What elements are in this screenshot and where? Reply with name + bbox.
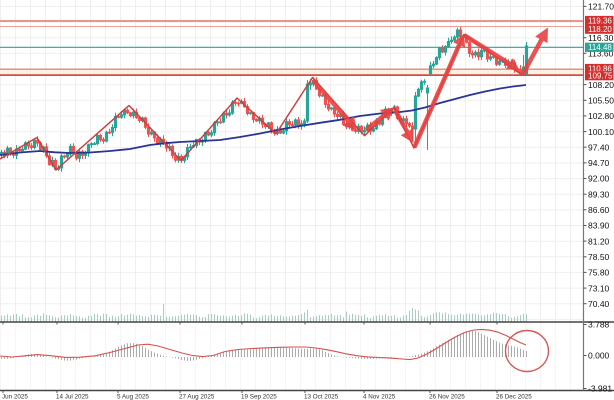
svg-text:86.60: 86.60: [588, 205, 610, 215]
svg-text:83.90: 83.90: [588, 221, 610, 231]
svg-text:3.788: 3.788: [588, 320, 610, 330]
svg-text:27 Aug 2025: 27 Aug 2025: [179, 394, 215, 400]
svg-text:Jun 2025: Jun 2025: [2, 394, 28, 400]
svg-text:94.70: 94.70: [588, 158, 610, 168]
svg-text:73.10: 73.10: [588, 283, 610, 293]
svg-text:81.20: 81.20: [588, 236, 610, 246]
svg-text:100.10: 100.10: [588, 127, 614, 137]
svg-text:70.40: 70.40: [588, 299, 610, 309]
svg-text:4 Nov 2025: 4 Nov 2025: [363, 394, 396, 400]
svg-text:108.20: 108.20: [588, 80, 614, 90]
svg-text:0.000: 0.000: [588, 351, 610, 361]
svg-text:75.80: 75.80: [588, 268, 610, 278]
svg-text:121.70: 121.70: [588, 2, 614, 12]
svg-text:116.30: 116.30: [588, 33, 614, 43]
svg-text:113.60: 113.60: [588, 49, 614, 59]
svg-text:118.20: 118.20: [588, 25, 612, 34]
svg-text:14 Jul 2025: 14 Jul 2025: [56, 394, 89, 400]
svg-text:109.75: 109.75: [588, 72, 613, 81]
svg-text:26 Dec 2025: 26 Dec 2025: [496, 394, 532, 400]
svg-text:92.00: 92.00: [588, 174, 610, 184]
svg-text:89.30: 89.30: [588, 189, 610, 199]
svg-text:13 Oct 2025: 13 Oct 2025: [304, 394, 339, 400]
svg-text:-3.981: -3.981: [588, 384, 612, 394]
svg-text:105.50: 105.50: [588, 96, 614, 106]
svg-text:110.86: 110.86: [588, 64, 612, 73]
svg-text:119.36: 119.36: [588, 16, 612, 25]
svg-text:102.80: 102.80: [588, 111, 614, 121]
svg-text:26 Nov 2025: 26 Nov 2025: [429, 394, 465, 400]
svg-text:5 Aug 2025: 5 Aug 2025: [117, 394, 149, 400]
svg-text:114.48: 114.48: [588, 43, 612, 52]
svg-text:19 Sep 2025: 19 Sep 2025: [241, 394, 277, 400]
svg-text:97.40: 97.40: [588, 142, 610, 152]
svg-text:78.50: 78.50: [588, 252, 610, 262]
